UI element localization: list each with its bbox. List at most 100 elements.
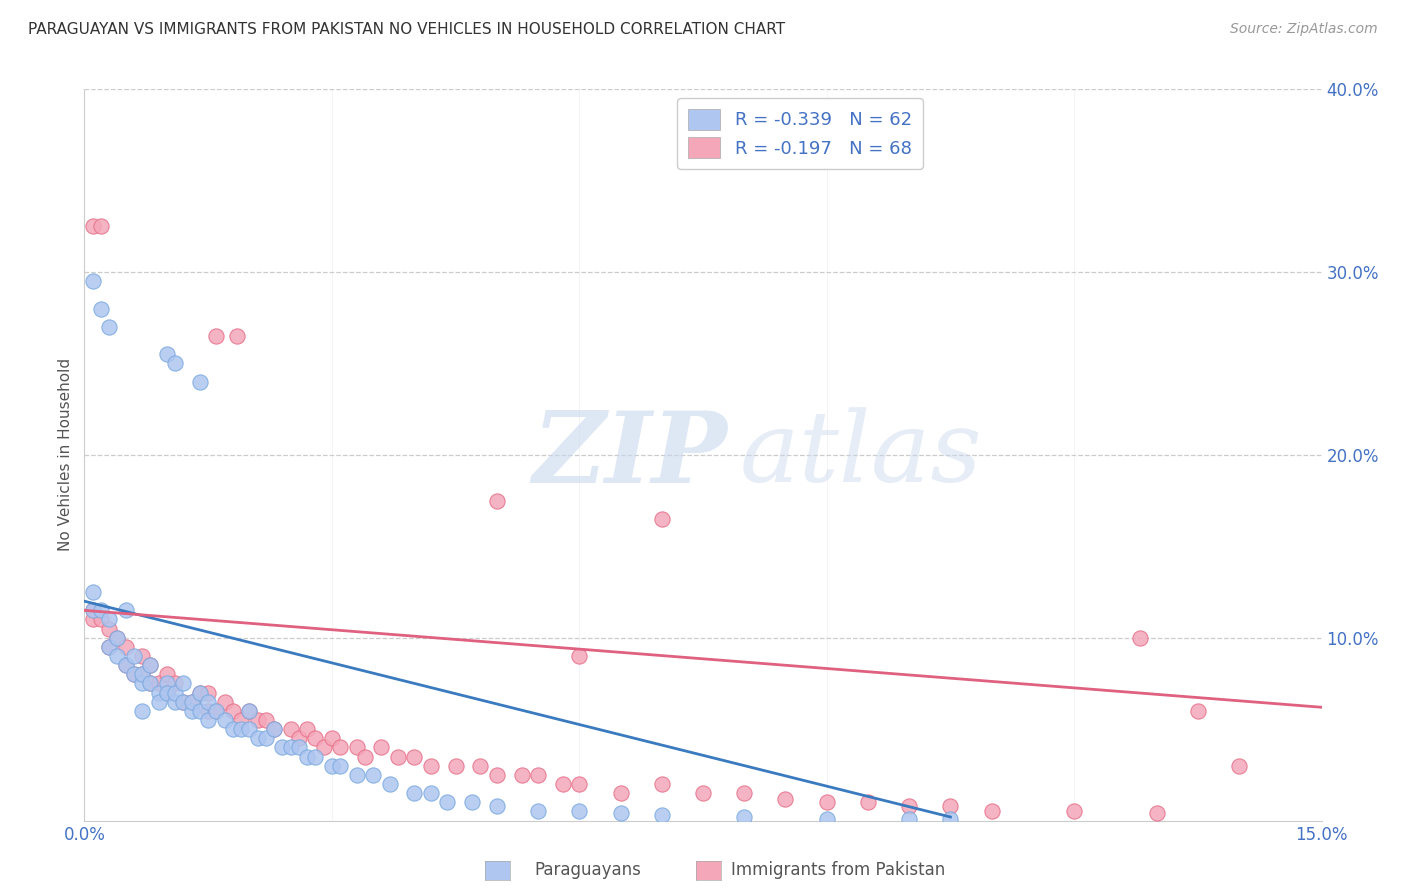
Point — [271, 740, 294, 755]
Point — [197, 713, 219, 727]
Point — [105, 631, 128, 645]
Point — [387, 749, 409, 764]
Point — [329, 740, 352, 755]
Point — [651, 512, 673, 526]
Point — [197, 685, 219, 699]
Point — [246, 713, 269, 727]
Point — [98, 320, 121, 334]
Point — [312, 740, 335, 755]
Point — [82, 603, 104, 617]
Point — [254, 713, 277, 727]
Point — [90, 613, 112, 627]
Point — [263, 723, 285, 737]
Point — [226, 329, 249, 343]
Point — [165, 695, 187, 709]
Point — [172, 695, 194, 709]
Point — [131, 704, 153, 718]
Point — [82, 219, 104, 234]
Point — [461, 796, 484, 810]
Point — [229, 723, 252, 737]
Point — [131, 676, 153, 690]
Point — [156, 676, 179, 690]
Point — [609, 806, 631, 821]
Point — [222, 704, 245, 718]
Point — [148, 676, 170, 690]
Point — [131, 649, 153, 664]
Point — [1146, 806, 1168, 821]
Point — [346, 740, 368, 755]
Point — [485, 768, 508, 782]
Point — [238, 704, 260, 718]
Point — [114, 640, 136, 654]
Point — [122, 667, 145, 681]
Point — [419, 758, 441, 772]
Point — [404, 749, 426, 764]
Point — [222, 723, 245, 737]
Point — [205, 704, 228, 718]
Point — [180, 704, 202, 718]
Point — [321, 758, 343, 772]
Point — [238, 723, 260, 737]
Point — [485, 493, 508, 508]
Point — [172, 676, 194, 690]
Text: Source: ZipAtlas.com: Source: ZipAtlas.com — [1230, 22, 1378, 37]
Point — [156, 667, 179, 681]
Point — [238, 704, 260, 718]
Point — [139, 676, 162, 690]
Point — [288, 740, 311, 755]
Point — [90, 219, 112, 234]
Point — [98, 640, 121, 654]
Point — [815, 812, 838, 826]
Point — [280, 740, 302, 755]
Point — [131, 667, 153, 681]
Point — [321, 731, 343, 746]
Point — [98, 622, 121, 636]
Point — [197, 695, 219, 709]
Point — [1227, 758, 1250, 772]
Point — [197, 704, 219, 718]
Text: Immigrants from Pakistan: Immigrants from Pakistan — [731, 861, 945, 879]
Point — [568, 649, 591, 664]
Point — [775, 791, 797, 805]
Point — [214, 695, 236, 709]
Point — [188, 685, 211, 699]
Point — [82, 274, 104, 288]
Point — [188, 375, 211, 389]
Point — [304, 749, 326, 764]
Point — [898, 799, 921, 814]
Point — [82, 613, 104, 627]
Point — [651, 808, 673, 822]
Point — [148, 695, 170, 709]
Point — [156, 685, 179, 699]
Point — [90, 603, 112, 617]
Point — [165, 685, 187, 699]
Point — [378, 777, 401, 791]
Point — [470, 758, 492, 772]
Point — [188, 704, 211, 718]
Point — [205, 329, 228, 343]
Point — [82, 585, 104, 599]
Point — [1129, 631, 1152, 645]
Point — [733, 786, 755, 800]
Point — [856, 796, 879, 810]
Point — [114, 658, 136, 673]
Point — [551, 777, 574, 791]
Point — [82, 603, 104, 617]
Point — [510, 768, 533, 782]
Point — [346, 768, 368, 782]
Point — [568, 805, 591, 819]
Y-axis label: No Vehicles in Household: No Vehicles in Household — [58, 359, 73, 551]
Point — [485, 799, 508, 814]
Point — [1063, 805, 1085, 819]
Point — [361, 768, 384, 782]
Point — [304, 731, 326, 746]
Point — [370, 740, 392, 755]
Point — [246, 731, 269, 746]
Point — [148, 685, 170, 699]
Point — [288, 731, 311, 746]
Point — [939, 812, 962, 826]
Point — [898, 812, 921, 826]
Text: ZIP: ZIP — [533, 407, 728, 503]
Point — [436, 796, 458, 810]
Point — [295, 723, 318, 737]
